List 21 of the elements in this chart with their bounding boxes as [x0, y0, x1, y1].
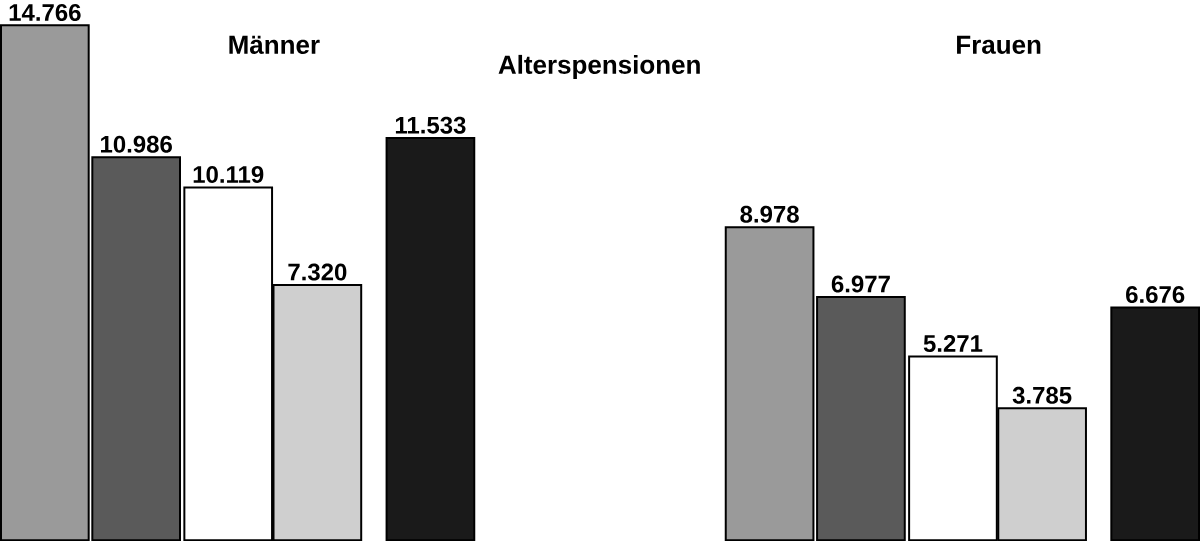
x-tick-label: Frauen — [957, 35, 1041, 54]
data-label: 8.978 — [740, 205, 799, 223]
data-label: 5.271 — [923, 334, 983, 352]
bar — [0, 24, 90, 541]
bar — [816, 295, 906, 541]
x-tick-label: Männer — [229, 35, 320, 54]
data-label: 14.766 — [9, 3, 81, 21]
bar — [997, 407, 1087, 541]
bar — [385, 137, 476, 541]
data-label: 3.785 — [1012, 386, 1072, 404]
data-label: 10.986 — [101, 135, 172, 153]
text: Alterspensionen — [498, 54, 700, 80]
bar — [91, 156, 182, 541]
data-label: 6.977 — [831, 275, 890, 293]
data-label: 6.676 — [1126, 285, 1185, 303]
bar — [1110, 306, 1200, 541]
data-label: 7.320 — [288, 263, 347, 281]
data-label: 11.533 — [395, 116, 466, 134]
bar — [724, 226, 815, 541]
data-label: 10.119 — [193, 165, 264, 183]
bar — [272, 283, 363, 541]
